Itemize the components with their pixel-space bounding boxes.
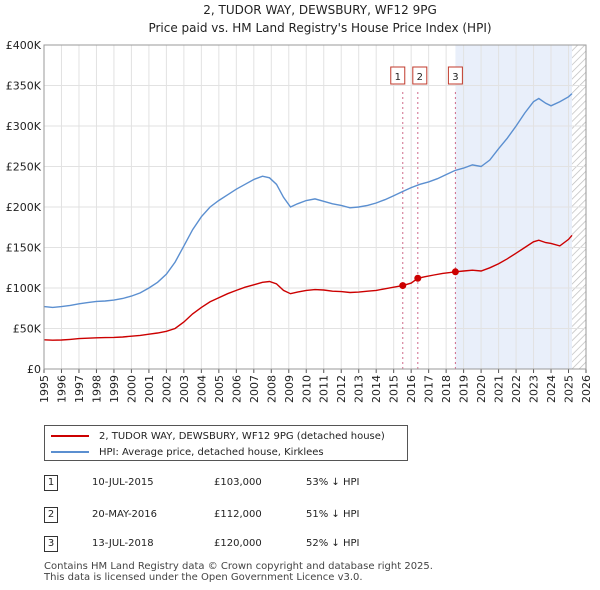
x-tick-label: 2022	[510, 375, 523, 403]
x-tick-label: 2009	[283, 375, 296, 403]
x-axis-ticks: 1995 1996 1997 1998 1999 2000 2001 2002 2003 2004…	[38, 369, 593, 403]
chart-title: 2, TUDOR WAY, DEWSBURY, WF12 9PG	[203, 3, 437, 17]
x-tick-label: 2014	[370, 375, 383, 403]
plot-border	[43, 44, 587, 370]
sale-price: £112,000	[214, 509, 262, 520]
sale-vertical-lines	[402, 92, 456, 369]
sale-3-point	[451, 268, 459, 276]
sale-date: 10-JUL-2015	[92, 477, 154, 488]
y-tick-label: £250K	[6, 161, 42, 174]
y-tick-label: £400K	[6, 39, 42, 52]
y-axis-ticks: £0 £50K £100K £150K £200K £250K £300K £350K £400…	[6, 39, 42, 376]
x-tick-label: 2011	[318, 375, 331, 403]
legend: 2, TUDOR WAY, DEWSBURY, WF12 9PG (detach…	[44, 425, 408, 461]
x-tick-label: 2018	[440, 375, 453, 403]
footer-line-1: Contains HM Land Registry data © Crown c…	[44, 561, 433, 572]
sale-3-marker-box	[447, 66, 463, 85]
sale-points	[399, 268, 459, 290]
x-tick-label: 2008	[265, 375, 278, 403]
x-tick-label: 2016	[405, 375, 418, 403]
sale-3-marker-label: 3	[452, 72, 458, 83]
legend-property-label: 2, TUDOR WAY, DEWSBURY, WF12 9PG (detach…	[99, 430, 385, 442]
legend-property-swatch	[51, 435, 89, 437]
x-tick-label: 2015	[388, 375, 401, 403]
y-tick-label: £200K	[6, 201, 42, 214]
sale-1-point	[399, 282, 407, 290]
y-tick-label: £350K	[6, 80, 42, 93]
sale-number-box: 2	[44, 507, 58, 523]
sale-date: 13-JUL-2018	[92, 538, 154, 549]
y-tick-label: £0	[27, 363, 41, 376]
x-tick-label: 2020	[475, 375, 488, 403]
sale-1-marker-label: 1	[395, 72, 401, 83]
sale-2-point	[414, 274, 422, 282]
x-tick-label: 2002	[160, 375, 173, 403]
sale-number-box: 1	[44, 475, 58, 491]
x-tick-label: 2010	[300, 375, 313, 403]
footer-line-2: This data is licensed under the Open Gov…	[44, 572, 363, 583]
x-tick-label: 2017	[423, 375, 436, 403]
legend-hpi-swatch	[51, 451, 89, 453]
price-chart: 2, TUDOR WAY, DEWSBURY, WF12 9PG Price p…	[6, 3, 593, 403]
legend-item-property: 2, TUDOR WAY, DEWSBURY, WF12 9PG (detach…	[51, 428, 385, 444]
chart-subtitle: Price paid vs. HM Land Registry's House …	[148, 21, 491, 35]
x-tick-label: 2005	[213, 375, 226, 403]
x-tick-label: 2023	[528, 375, 541, 403]
property-series-line	[43, 234, 573, 341]
sale-number-box: 3	[44, 536, 58, 552]
sale-markers: 1 2 3	[390, 66, 463, 85]
y-tick-label: £150K	[6, 242, 42, 255]
y-tick-label: £50K	[13, 323, 42, 336]
x-tick-label: 2024	[545, 375, 558, 403]
sale-hpi-diff: 52% ↓ HPI	[306, 538, 360, 549]
x-tick-label: 2006	[230, 375, 243, 403]
sale-hpi-diff: 53% ↓ HPI	[306, 477, 360, 488]
x-tick-label: 2007	[248, 375, 261, 403]
x-tick-label: 1997	[73, 375, 86, 403]
sale-2-marker-label: 2	[417, 72, 423, 83]
x-tick-label: 2004	[195, 375, 208, 403]
legend-hpi-label: HPI: Average price, detached house, Kirk…	[99, 446, 324, 458]
legend-item-hpi: HPI: Average price, detached house, Kirk…	[51, 444, 324, 460]
x-tick-label: 2012	[335, 375, 348, 403]
x-tick-label: 2013	[353, 375, 366, 403]
sale-hpi-diff: 51% ↓ HPI	[306, 509, 360, 520]
grid-lines	[43, 44, 587, 370]
x-tick-label: 1996	[55, 375, 68, 403]
sale-price: £120,000	[214, 538, 262, 549]
x-tick-label: 2001	[143, 375, 156, 403]
x-tick-label: 1998	[90, 375, 103, 403]
x-tick-label: 2003	[178, 375, 191, 403]
y-tick-label: £100K	[6, 282, 42, 295]
x-tick-label: 1999	[108, 375, 121, 403]
x-tick-label: 2021	[493, 375, 506, 403]
sale-2-marker-box	[412, 66, 428, 85]
x-tick-label: 1995	[38, 375, 51, 403]
x-tick-label: 2019	[458, 375, 471, 403]
sale-price: £103,000	[214, 477, 262, 488]
x-tick-label: 2000	[125, 375, 138, 403]
hpi-series-line	[43, 93, 573, 309]
x-tick-label: 2025	[563, 375, 576, 403]
sale-date: 20-MAY-2016	[92, 509, 158, 520]
x-tick-label: 2026	[580, 375, 593, 403]
footer-attribution: Contains HM Land Registry data © Crown c…	[44, 561, 433, 583]
y-tick-label: £300K	[6, 120, 42, 133]
sale-1-marker-box	[390, 66, 406, 85]
